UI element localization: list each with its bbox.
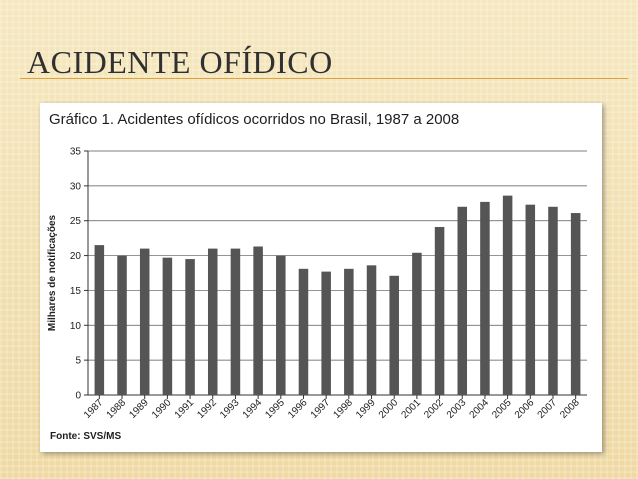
x-tick-label: 1989	[127, 397, 151, 421]
x-tick-label: 2006	[513, 397, 537, 421]
y-tick-label: 30	[70, 181, 82, 192]
x-tick-label: 1993	[218, 397, 242, 421]
bar	[207, 248, 218, 395]
x-tick-label: 1999	[354, 397, 378, 421]
bar	[548, 206, 558, 395]
x-tick-label: 1997	[309, 397, 333, 421]
bar	[253, 246, 263, 395]
y-tick-label: 20	[70, 251, 82, 262]
bar-chart: 0 5 10 15 20 25 30 35 Milhares de notificações 19…	[47, 147, 587, 421]
x-tick-label: 1994	[241, 397, 265, 421]
bar	[298, 268, 309, 395]
y-axis-label: Milhares de notificações	[47, 214, 58, 331]
x-tick-label: 1996	[286, 397, 310, 421]
bar	[502, 195, 513, 395]
chart-title: Gráfico 1. Acidentes ofídicos ocorridos …	[49, 111, 460, 128]
x-tick-label: 1988	[105, 397, 129, 421]
bar	[457, 206, 468, 395]
x-tick-label: 1991	[173, 397, 197, 421]
bar	[94, 245, 105, 395]
x-tick-label: 2002	[422, 397, 446, 421]
x-tick-label: 1995	[263, 397, 287, 421]
y-tick-label: 15	[70, 286, 82, 297]
y-tick-label: 35	[70, 147, 82, 158]
bar	[139, 248, 150, 395]
bar	[230, 248, 241, 395]
bar	[389, 275, 399, 395]
y-tick-label: 10	[70, 321, 82, 332]
bar	[185, 259, 195, 395]
y-tick-label: 0	[75, 391, 81, 402]
y-tick-label: 25	[70, 216, 82, 227]
bar	[162, 257, 173, 395]
bar	[480, 201, 490, 395]
x-tick-label: 2007	[536, 397, 560, 421]
bar	[344, 268, 354, 395]
bar	[366, 265, 377, 395]
x-tick-label: 2001	[399, 397, 423, 421]
x-tick-label: 1992	[195, 397, 219, 421]
bar	[434, 226, 445, 395]
bar	[321, 271, 331, 395]
bar	[117, 255, 127, 395]
x-tick-label: 2005	[490, 397, 514, 421]
slide-title: ACIDENTE OFÍDICO	[27, 44, 333, 80]
bar	[276, 255, 286, 395]
title-divider	[20, 78, 628, 79]
x-tick-label: 1987	[82, 397, 106, 421]
x-tick-label: 1998	[331, 397, 355, 421]
bar	[412, 252, 422, 395]
x-tick-label: 2008	[558, 397, 582, 421]
chart-card: Gráfico 1. Acidentes ofídicos ocorridos …	[40, 103, 602, 452]
bar	[570, 213, 581, 395]
chart-source: Fonte: SVS/MS	[50, 431, 122, 442]
x-tick-label: 2003	[445, 397, 469, 421]
bar	[525, 204, 536, 395]
x-tick-label: 2004	[468, 397, 492, 421]
y-tick-label: 5	[75, 356, 81, 367]
x-tick-label: 2000	[377, 397, 401, 421]
x-tick-label: 1990	[150, 397, 174, 421]
